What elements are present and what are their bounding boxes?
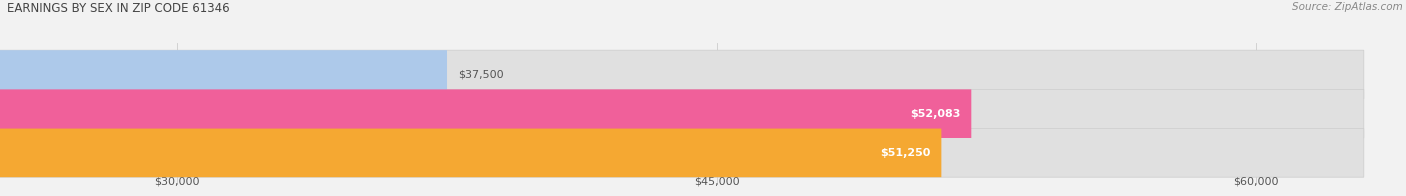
FancyBboxPatch shape [0,50,1364,99]
Text: Source: ZipAtlas.com: Source: ZipAtlas.com [1292,2,1403,12]
Text: $52,083: $52,083 [910,109,960,119]
FancyBboxPatch shape [0,50,447,99]
FancyBboxPatch shape [0,89,972,138]
Text: $37,500: $37,500 [458,69,503,80]
FancyBboxPatch shape [0,129,1364,177]
Text: $51,250: $51,250 [880,148,931,158]
FancyBboxPatch shape [0,129,942,177]
Text: EARNINGS BY SEX IN ZIP CODE 61346: EARNINGS BY SEX IN ZIP CODE 61346 [7,2,229,15]
FancyBboxPatch shape [0,89,1364,138]
